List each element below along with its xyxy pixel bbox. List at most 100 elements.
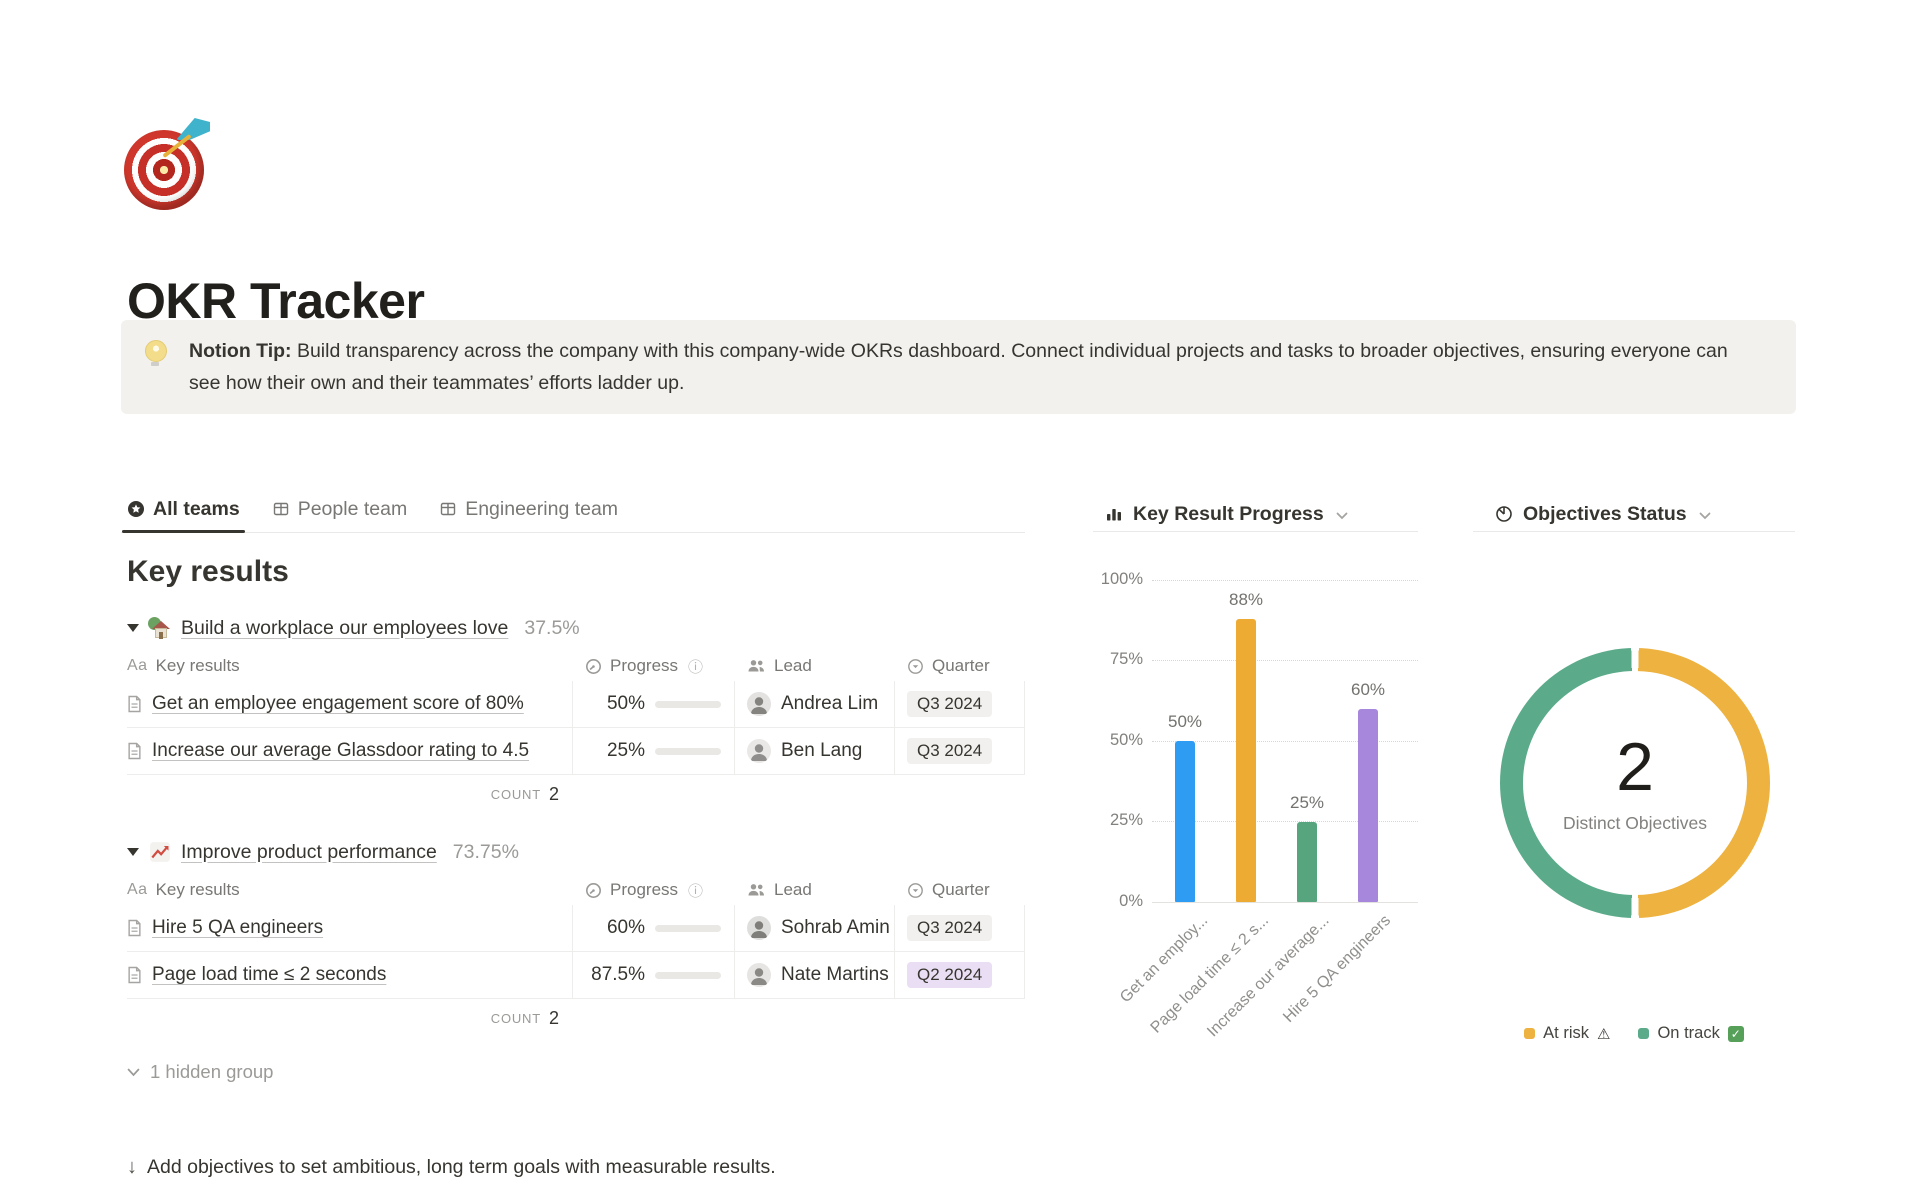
count-value: 2 [548, 783, 559, 804]
chevron-down-icon [1336, 512, 1348, 519]
quarter-badge: Q3 2024 [907, 691, 993, 717]
chart-panel-header[interactable]: Key Result Progress [1093, 497, 1418, 532]
column-header-name[interactable]: Aa Key results [127, 875, 573, 905]
warning-icon: ⚠ [1597, 1025, 1611, 1043]
avatar [747, 739, 771, 763]
house-body [155, 628, 167, 639]
legend-swatch [1638, 1028, 1650, 1039]
column-label: Lead [774, 656, 812, 675]
cell-quarter[interactable]: Q2 2024 [895, 952, 1025, 998]
key-result-link[interactable]: Page load time ≤ 2 seconds [152, 964, 387, 985]
people-icon [748, 660, 764, 672]
key-result-link[interactable]: Hire 5 QA engineers [152, 917, 324, 938]
dart-fletching [176, 118, 210, 140]
collapse-toggle-icon[interactable] [127, 624, 139, 632]
group-title-link[interactable]: Build a workplace our employees love [181, 616, 509, 639]
lead-name: Nate Martins [781, 964, 889, 985]
column-header-lead[interactable]: Lead [735, 651, 895, 681]
info-icon[interactable]: ⓘ [688, 882, 704, 900]
y-tick: 50% [1109, 731, 1143, 749]
x-category-label: Page load time ≤ 2 s... [1147, 912, 1273, 1037]
hidden-group-label: 1 hidden group [150, 1061, 274, 1082]
text-property-icon: Aa [127, 657, 148, 674]
group-header: Improve product performance 73.75% [127, 837, 1025, 867]
bulb-emoji [145, 340, 167, 366]
count-aggregate[interactable]: COUNT 2 [127, 775, 573, 813]
cell-key-result[interactable]: Page load time ≤ 2 seconds [127, 952, 573, 998]
distinct-objectives-count: 2 [1616, 728, 1654, 805]
donut-ring: 2 Distinct Objectives [1500, 648, 1770, 918]
column-header-quarter[interactable]: Quarter [895, 651, 1025, 681]
column-label: Lead [774, 880, 812, 899]
chart-title: Objectives Status [1523, 502, 1687, 525]
progress-bar [655, 747, 721, 755]
select-circle-icon [908, 658, 923, 674]
cell-quarter[interactable]: Q3 2024 [895, 905, 1025, 951]
cell-key-result[interactable]: Increase our average Glassdoor rating to… [127, 728, 573, 774]
tab-engineering-team[interactable]: Engineering team [439, 497, 618, 533]
quarter-badge: Q3 2024 [907, 915, 993, 941]
column-label: Progress [610, 880, 679, 899]
section-title: Key results [127, 555, 289, 588]
select-circle-icon [908, 882, 923, 898]
key-results-table: Aa Key results Progress ⓘ Lead Quarter [127, 875, 1025, 999]
column-header-quarter[interactable]: Quarter [895, 875, 1025, 905]
progress-bar [655, 924, 721, 932]
collapse-toggle-icon[interactable] [127, 848, 139, 856]
count-label: COUNT [490, 1010, 541, 1026]
bar-page-load-time [1236, 618, 1256, 902]
info-icon[interactable]: ⓘ [688, 658, 704, 676]
cell-lead[interactable]: Nate Martins [735, 952, 895, 998]
cell-lead[interactable]: Sohrab Amin [735, 905, 895, 951]
x-category-label: Hire 5 QA engineers [1280, 912, 1395, 1026]
lead-name: Sohrab Amin [781, 917, 890, 938]
cell-lead[interactable]: Ben Lang [735, 728, 895, 774]
key-result-link[interactable]: Get an employee engagement score of 80% [152, 693, 524, 714]
bar-chart-icon [1107, 509, 1121, 521]
count-aggregate[interactable]: COUNT 2 [127, 999, 573, 1037]
table-row: Increase our average Glassdoor rating to… [127, 728, 1025, 775]
tab-label: Engineering team [465, 497, 619, 520]
chevron-down-icon [127, 1068, 140, 1076]
cell-progress[interactable]: 60% [573, 905, 735, 951]
cell-key-result[interactable]: Hire 5 QA engineers [127, 905, 573, 951]
cell-lead[interactable]: Andrea Lim [735, 681, 895, 727]
cell-progress[interactable]: 87.5% [573, 952, 735, 998]
page-icon [128, 966, 141, 984]
cell-progress[interactable]: 50% [573, 681, 735, 727]
target-emoji[interactable] [124, 116, 220, 212]
cell-key-result[interactable]: Get an employee engagement score of 80% [127, 681, 573, 727]
table-header-row: Aa Key results Progress ⓘ Lead Quarter [127, 651, 1025, 681]
progress-value: 25% [606, 740, 645, 761]
cell-quarter[interactable]: Q3 2024 [895, 681, 1025, 727]
legend-label: At risk [1543, 1024, 1590, 1042]
hidden-group-toggle[interactable]: 1 hidden group [127, 1061, 1025, 1083]
group-title-link[interactable]: Improve product performance [181, 840, 437, 863]
column-label: Quarter [932, 656, 990, 675]
check-icon: ✓ [1727, 1025, 1744, 1042]
key-result-link[interactable]: Increase our average Glassdoor rating to… [152, 740, 530, 761]
table-row: Page load time ≤ 2 seconds 87.5% Nate Ma… [127, 952, 1025, 999]
group-percent: 73.75% [452, 840, 519, 863]
page-icon [128, 919, 141, 937]
gauge-icon [586, 658, 601, 674]
cell-progress[interactable]: 25% [573, 728, 735, 774]
target-rings [124, 130, 204, 210]
notion-tip-callout: Notion Tip: Build transparency across th… [121, 320, 1796, 414]
column-header-progress[interactable]: Progress ⓘ [573, 651, 735, 681]
tab-people-team[interactable]: People team [272, 497, 407, 533]
progress-value: 50% [606, 693, 645, 714]
column-header-progress[interactable]: Progress ⓘ [573, 875, 735, 905]
column-header-lead[interactable]: Lead [735, 875, 895, 905]
gridline [1152, 580, 1418, 581]
quarter-badge: Q3 2024 [907, 738, 993, 764]
chart-panel-header[interactable]: Objectives Status [1473, 497, 1795, 532]
bar-hire-qa [1358, 708, 1378, 902]
tab-all-teams[interactable]: All teams [122, 497, 245, 533]
gauge-icon [586, 882, 601, 898]
column-header-name[interactable]: Aa Key results [127, 651, 573, 681]
gridline [1152, 660, 1418, 661]
cell-quarter[interactable]: Q3 2024 [895, 728, 1025, 774]
legend-at-risk: At risk ⚠ [1524, 1024, 1610, 1043]
progress-bar [655, 971, 721, 979]
